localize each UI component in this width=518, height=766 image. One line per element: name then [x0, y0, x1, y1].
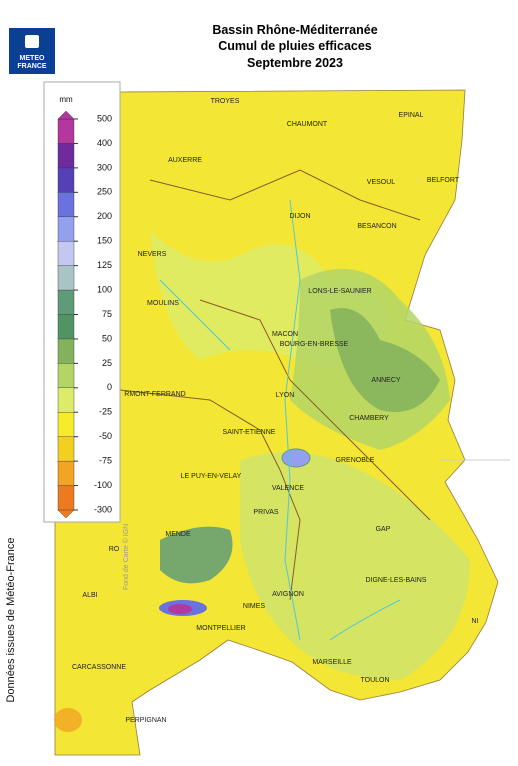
place: LONS-LE-SAUNIER — [308, 288, 371, 295]
legend: mm 5004003002502001501251007550250-25-50… — [43, 81, 121, 523]
legend-swatch — [57, 265, 75, 291]
place: ANNECY — [371, 377, 401, 384]
credit: Fond de Carte © IGN — [122, 524, 130, 590]
place: VALENCE — [272, 485, 304, 492]
place: CARCASSONNE — [72, 664, 126, 671]
legend-swatch — [57, 192, 75, 218]
place: MACON — [272, 331, 298, 338]
legend-label: 500 — [97, 113, 112, 123]
place: MOULINS — [147, 300, 179, 307]
zone — [281, 448, 311, 468]
place: LYON — [276, 392, 295, 399]
legend-swatch — [57, 143, 75, 169]
place: PERPIGNAN — [125, 717, 166, 724]
place: NEVERS — [138, 251, 167, 258]
place: MENDE — [165, 531, 191, 538]
place: SAINT-ETIENNE — [223, 429, 276, 436]
place: TOULON — [360, 677, 389, 684]
legend-label: -25 — [99, 407, 112, 417]
legend-label: 100 — [97, 284, 112, 294]
place: GRENOBLE — [336, 457, 375, 464]
legend-unit: mm — [59, 95, 73, 104]
legend-swatch — [57, 412, 75, 438]
place: AVIGNON — [272, 591, 304, 598]
legend-swatch — [57, 460, 75, 487]
legend-swatch — [57, 118, 75, 145]
place: CHAMBERY — [349, 415, 389, 422]
legend-label: -300 — [94, 504, 112, 514]
zone — [54, 708, 82, 732]
place: LE PUY-EN-VELAY — [181, 473, 242, 480]
legend-label: 25 — [102, 358, 112, 368]
legend-swatch — [57, 363, 75, 389]
legend-label: 250 — [97, 187, 112, 197]
legend-swatch — [57, 167, 75, 194]
legend-swatch — [57, 240, 75, 267]
place: MONTPELLIER — [196, 625, 245, 632]
zone — [330, 308, 440, 412]
legend-swatch — [57, 289, 75, 316]
zone — [240, 452, 470, 680]
legend-cap — [57, 509, 75, 519]
zone — [168, 604, 192, 614]
title: Septembre 2023 — [247, 56, 343, 70]
legend-swatch — [57, 485, 75, 511]
legend-label: 0 — [107, 382, 112, 392]
logo-icon — [25, 35, 39, 48]
border — [119, 169, 431, 601]
place: RMONT-FERRAND — [124, 391, 185, 398]
place: BELFORT — [427, 177, 460, 184]
place: PRIVAS — [253, 509, 278, 516]
legend-label: 400 — [97, 138, 112, 148]
legend-label: -50 — [99, 431, 112, 441]
logo-text: METEO — [20, 55, 45, 62]
place: GAP — [376, 526, 391, 533]
legend-swatch — [57, 314, 75, 340]
map — [54, 89, 510, 756]
place: DIGNE-LES-BAINS — [365, 577, 426, 584]
zone — [160, 526, 233, 584]
legend-cap — [57, 110, 75, 120]
logo-text: FRANCE — [17, 63, 46, 70]
logo: METEO FRANCE — [9, 28, 55, 74]
source: Données issues de Météo-France — [5, 537, 17, 702]
legend-swatch — [57, 436, 75, 462]
place: MARSEILLE — [312, 659, 352, 666]
legend-label: 50 — [102, 333, 112, 343]
legend-swatch — [57, 216, 75, 242]
place: NI — [472, 618, 479, 625]
legend-swatch — [57, 338, 75, 365]
place: VESOUL — [367, 179, 396, 186]
legend-label: 300 — [97, 162, 112, 172]
place: NIMES — [243, 603, 266, 610]
place: BESANCON — [357, 223, 396, 230]
legend-label: 150 — [97, 236, 112, 246]
place: CHAUMONT — [287, 121, 328, 128]
place: AUXERRE — [168, 157, 202, 164]
legend-box — [43, 81, 121, 523]
legend-label: 75 — [102, 309, 112, 319]
place: ALBI — [82, 592, 97, 599]
legend-label: 200 — [97, 211, 112, 221]
place: BOURG-EN-BRESSE — [280, 341, 349, 348]
legend-label: 125 — [97, 260, 112, 270]
place: EPINAL — [399, 112, 424, 119]
legend-label: -100 — [94, 480, 112, 490]
legend-label: -75 — [99, 456, 112, 466]
title: Cumul de pluies efficaces — [218, 39, 372, 53]
place: RO — [109, 546, 120, 553]
place: TROYES — [211, 98, 240, 105]
place: DIJON — [290, 213, 311, 220]
river — [159, 199, 401, 641]
title: Bassin Rhône-Méditerranée — [212, 23, 377, 37]
legend-swatch — [57, 387, 75, 413]
places: TROYES CHAUMONT EPINAL AUXERRE VESOUL BE… — [72, 98, 479, 724]
